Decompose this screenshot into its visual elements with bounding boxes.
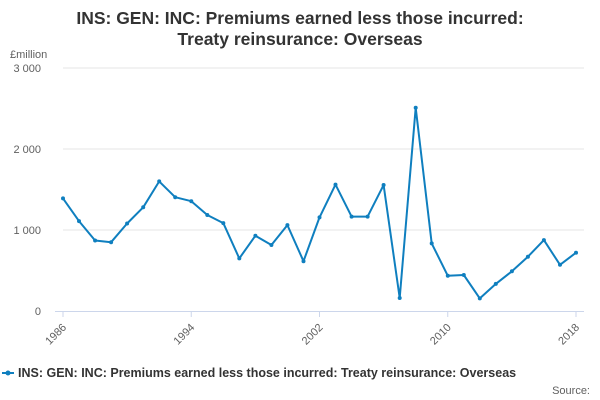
data-point-1995: [205, 213, 210, 217]
data-point-2015: [525, 254, 530, 259]
data-point-1986: [61, 196, 65, 201]
data-point-2018: [574, 250, 578, 255]
data-point-2009: [429, 241, 434, 246]
y-axis-unit-label: £million: [10, 49, 47, 61]
data-point-2010: [445, 273, 450, 278]
data-point-1987: [77, 219, 81, 224]
data-point-2014: [509, 269, 514, 274]
data-point-2011: [461, 273, 466, 277]
data-point-1991: [141, 205, 146, 210]
series-group: [61, 105, 578, 301]
data-point-2004: [349, 214, 354, 219]
data-point-1989: [109, 240, 114, 245]
x-tick-label-2: 2002: [300, 322, 326, 348]
y-tick-label-3: 3 000: [13, 63, 41, 75]
data-point-1994: [189, 199, 194, 204]
chart-title-line-1: INS: GEN: INC: Premiums earned less thos…: [76, 8, 523, 28]
y-tick-label-2: 2 000: [13, 144, 41, 156]
data-point-2006: [381, 183, 386, 187]
data-point-1997: [237, 256, 242, 261]
data-point-2012: [477, 296, 482, 301]
data-point-2005: [365, 214, 370, 219]
legend[interactable]: INS: GEN: INC: Premiums earned less thos…: [2, 366, 516, 380]
data-point-2016: [541, 238, 546, 243]
data-point-2017: [558, 262, 562, 267]
x-tick-label-0: 1986: [43, 322, 69, 348]
gridlines: [63, 67, 584, 231]
data-point-1988: [93, 238, 98, 243]
x-tick-label-3: 2010: [428, 322, 454, 348]
legend-label: INS: GEN: INC: Premiums earned less thos…: [18, 366, 516, 380]
source-label: Source:: [552, 385, 590, 397]
data-point-2000: [285, 223, 290, 228]
data-point-1999: [269, 243, 274, 247]
data-point-2013: [493, 281, 498, 286]
x-tick-label-1: 1994: [172, 322, 198, 348]
data-point-2007: [397, 296, 402, 300]
y-tick-label-0: 0: [35, 306, 41, 318]
x-tick-label-4: 2018: [556, 322, 582, 348]
data-point-1993: [173, 195, 178, 200]
data-point-1992: [157, 179, 162, 184]
data-point-1996: [221, 221, 226, 226]
data-point-2001: [301, 259, 306, 264]
data-point-1998: [253, 233, 258, 238]
data-point-2002: [317, 215, 322, 220]
y-axis-ticks: 0 1 000 2 000 3 000: [13, 63, 41, 318]
y-tick-label-1: 1 000: [13, 225, 41, 237]
series-line-0: [62, 106, 577, 300]
x-axis: 1986 1994 2002 2010 2018: [43, 311, 584, 347]
data-point-2008: [413, 105, 418, 110]
data-point-2003: [333, 182, 338, 187]
chart-title-line-2: Treaty reinsurance: Overseas: [177, 29, 422, 49]
legend-marker-swatch: [5, 370, 11, 376]
data-point-1990: [125, 221, 130, 226]
